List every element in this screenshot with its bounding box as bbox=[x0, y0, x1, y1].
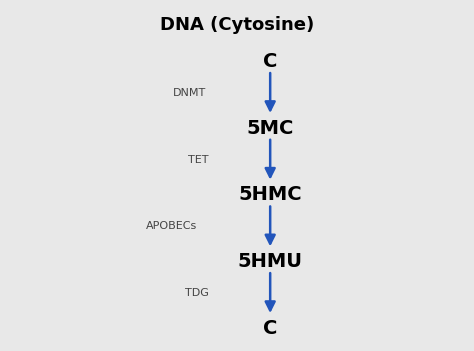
Text: TDG: TDG bbox=[185, 288, 209, 298]
Text: 5HMC: 5HMC bbox=[238, 185, 302, 204]
Text: APOBECs: APOBECs bbox=[146, 221, 197, 231]
Text: DNA (Cytosine): DNA (Cytosine) bbox=[160, 16, 314, 34]
Text: 5HMU: 5HMU bbox=[237, 252, 303, 271]
Text: DNMT: DNMT bbox=[173, 88, 206, 98]
Text: C: C bbox=[263, 52, 277, 71]
Text: TET: TET bbox=[188, 155, 209, 165]
Text: 5MC: 5MC bbox=[246, 119, 294, 138]
Text: C: C bbox=[263, 319, 277, 338]
